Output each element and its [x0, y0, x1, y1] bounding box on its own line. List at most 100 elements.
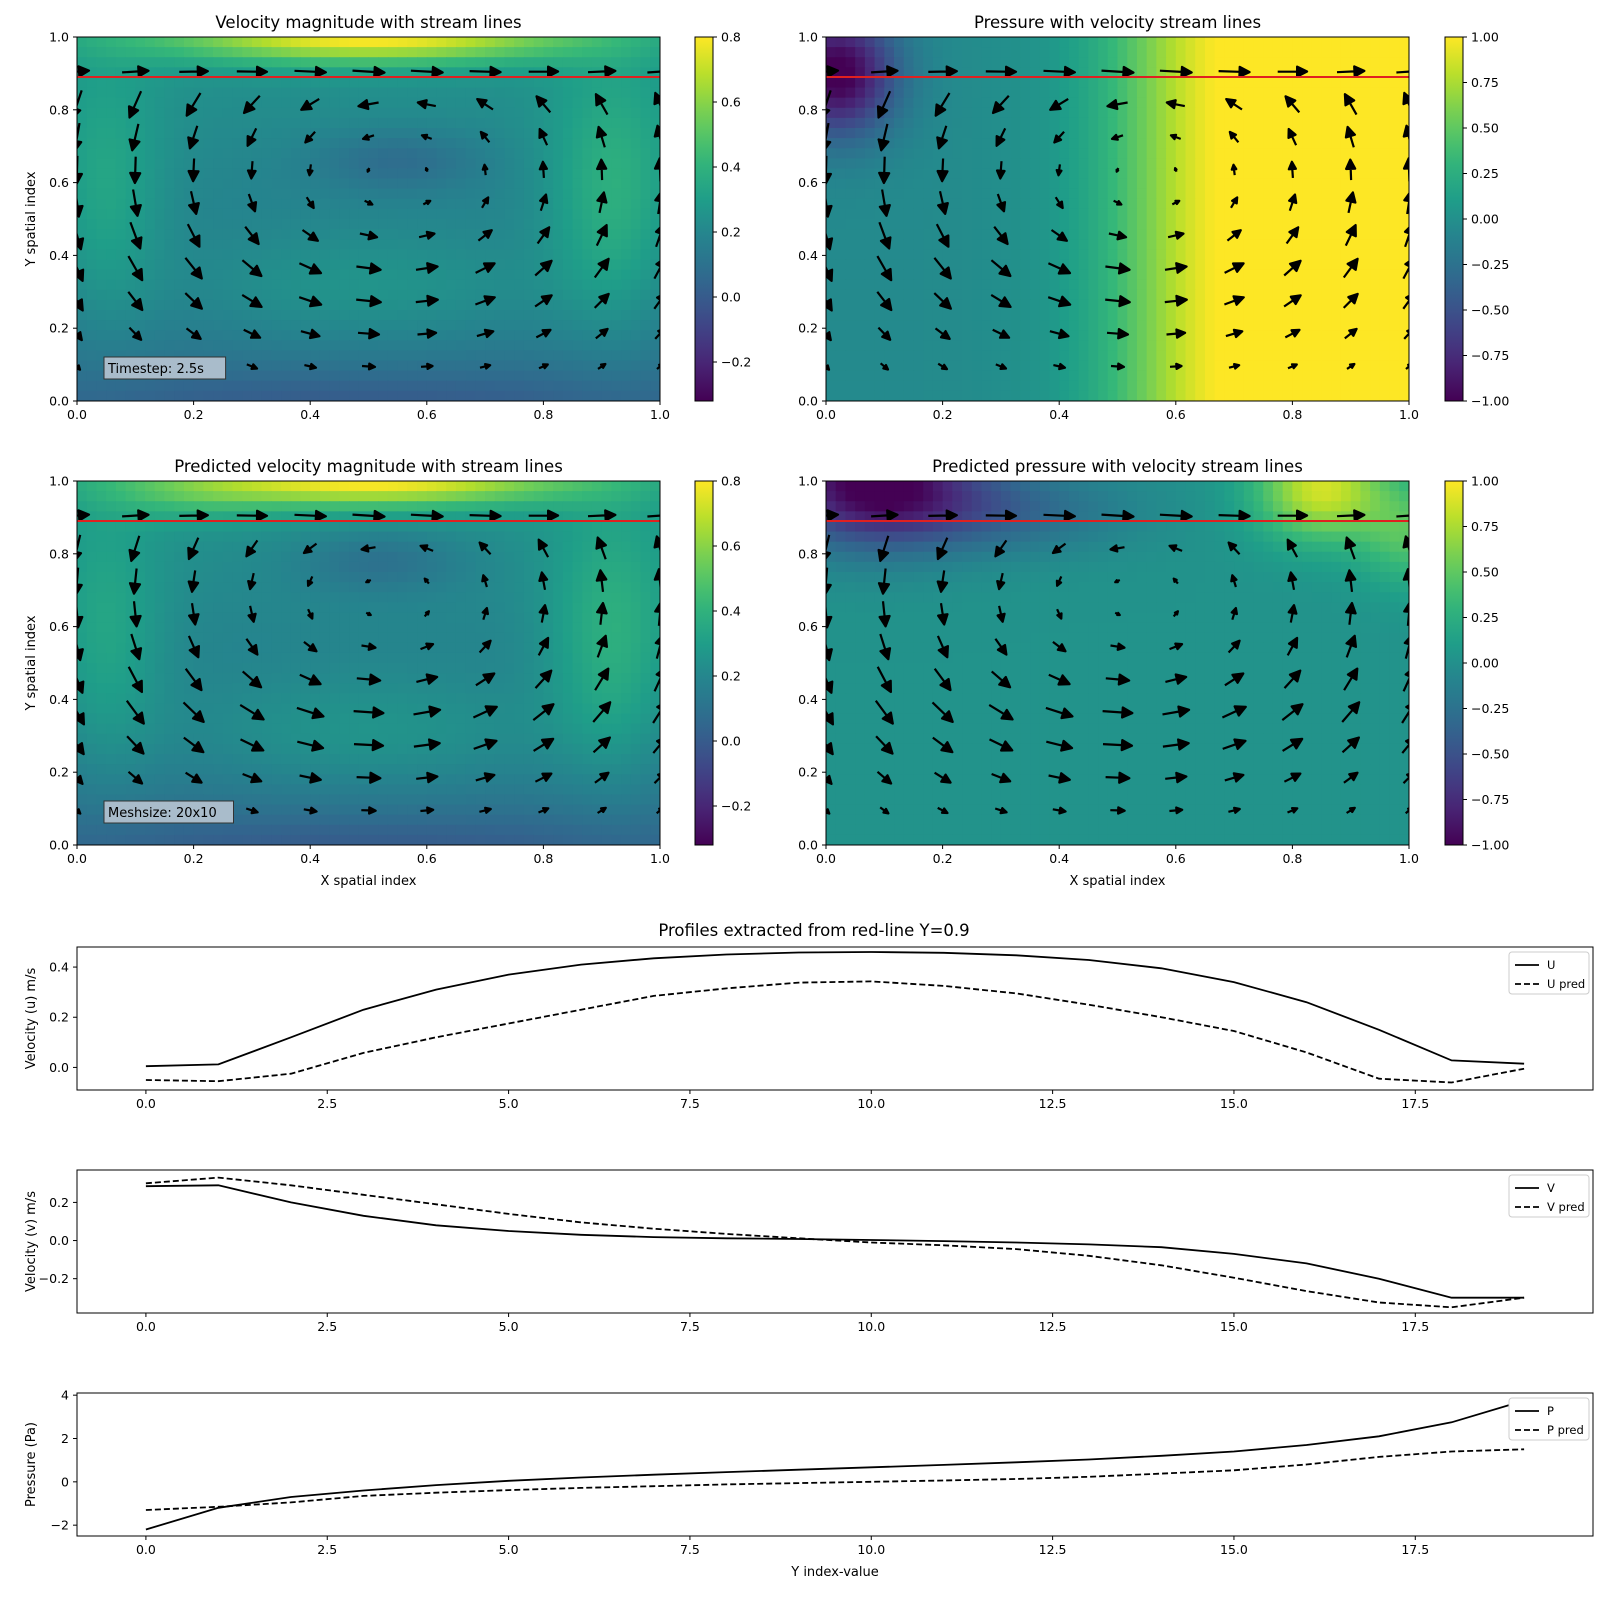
heatmap-cell [77, 531, 88, 543]
heatmap-cell [465, 37, 476, 48]
heatmap-cell [329, 279, 340, 291]
heatmap-cell [562, 77, 574, 89]
heatmap-cell [952, 158, 963, 170]
heatmap-cell [1379, 229, 1391, 240]
heatmap-cell [242, 511, 253, 523]
heatmap-cell [894, 380, 905, 392]
heatmap-cell [1185, 47, 1196, 58]
heatmap-cell [543, 279, 554, 291]
heatmap-cell [203, 117, 214, 129]
heatmap-cell [1214, 390, 1225, 401]
heatmap-cell [154, 77, 166, 89]
heatmap-cell [485, 239, 496, 250]
heatmap-cell [1030, 279, 1041, 291]
heatmap-cell [446, 491, 457, 502]
heatmap-cell [1156, 390, 1167, 401]
heatmap-cell [213, 340, 224, 352]
heatmap-cell [1175, 299, 1187, 311]
heatmap-cell [1010, 320, 1021, 331]
heatmap-cell [86, 67, 98, 79]
heatmap-cell [1107, 299, 1119, 311]
heatmap-cell [923, 310, 934, 321]
heatmap-cell [1185, 239, 1196, 250]
heatmap-cell [310, 320, 321, 331]
heatmap-cell [164, 219, 175, 230]
heatmap-cell [174, 77, 185, 89]
velocity-arrow [1342, 257, 1359, 279]
velocity-arrow [127, 255, 144, 282]
heatmap-cell [290, 299, 302, 311]
heatmap-cell [1311, 310, 1323, 321]
heatmap-cell [543, 37, 554, 48]
heatmap-cell [894, 370, 905, 382]
heatmap-cell [77, 117, 88, 129]
heatmap-cell [339, 289, 350, 301]
heatmap-cell [339, 259, 350, 271]
heatmap-cell [1360, 289, 1371, 301]
heatmap-cell [339, 310, 350, 321]
heatmap-cell [475, 158, 486, 170]
heatmap-cell [952, 67, 963, 79]
heatmap-cell [1340, 148, 1352, 159]
heatmap-cell [86, 491, 98, 502]
heatmap-cell [504, 481, 515, 492]
heatmap-cell [884, 360, 895, 372]
heatmap-cell [884, 188, 895, 200]
heatmap-cell [242, 491, 253, 502]
heatmap-cell [1321, 360, 1332, 372]
heatmap-cell [523, 380, 535, 392]
heatmap-cell [923, 47, 934, 58]
heatmap-cell [1039, 310, 1051, 321]
heatmap-cell [1379, 299, 1391, 311]
heatmap-cell [106, 67, 117, 79]
heatmap-cell [1059, 370, 1070, 382]
heatmap-cell [1049, 219, 1060, 230]
heatmap-cell [971, 299, 983, 311]
heatmap-cell [1214, 229, 1225, 240]
heatmap-cell [387, 208, 399, 220]
heatmap-cell [251, 279, 263, 291]
velocity-arrow [77, 122, 83, 150]
heatmap-cell [1175, 249, 1187, 261]
heatmap-cell [436, 521, 447, 533]
heatmap-cell [630, 77, 642, 89]
heatmap-cell [1350, 117, 1362, 129]
heatmap-cell [1107, 158, 1119, 170]
heatmap-cell [630, 501, 642, 512]
heatmap-cell [455, 178, 467, 190]
heatmap-cell [621, 390, 632, 401]
heatmap-cell [446, 37, 457, 48]
heatmap-cell [1088, 310, 1099, 321]
heatmap-cell [582, 188, 593, 200]
heatmap-cell [864, 259, 876, 271]
heatmap-cell [533, 310, 544, 321]
heatmap-cell [1224, 117, 1235, 129]
heatmap-cell [1302, 128, 1313, 139]
heatmap-cell [407, 47, 418, 58]
heatmap-cell [193, 501, 204, 512]
heatmap-cell [1224, 310, 1235, 321]
heatmap-cell [86, 320, 98, 331]
heatmap-cell [232, 481, 243, 492]
heatmap-cell [436, 117, 447, 129]
heatmap-cell [903, 320, 915, 331]
heatmap-cell [630, 259, 642, 271]
heatmap-cell [932, 148, 944, 159]
heatmap-cell [174, 340, 185, 352]
heatmap-cell [1175, 390, 1187, 401]
heatmap-cell [261, 481, 272, 492]
heatmap-cell [494, 269, 506, 281]
heatmap-cell [835, 219, 847, 230]
heatmap-cell [397, 320, 408, 331]
heatmap-cell [1321, 330, 1332, 341]
heatmap-cell [1098, 178, 1109, 190]
heatmap-cell [1127, 249, 1138, 261]
heatmap-cell [543, 239, 554, 250]
heatmap-cell [436, 370, 447, 382]
heatmap-cell [630, 289, 642, 301]
heatmap-cell [1272, 117, 1284, 129]
heatmap-cell [1302, 158, 1313, 170]
heatmap-cell [106, 259, 117, 271]
heatmap-cell [213, 511, 224, 523]
heatmap-cell [1136, 299, 1148, 311]
